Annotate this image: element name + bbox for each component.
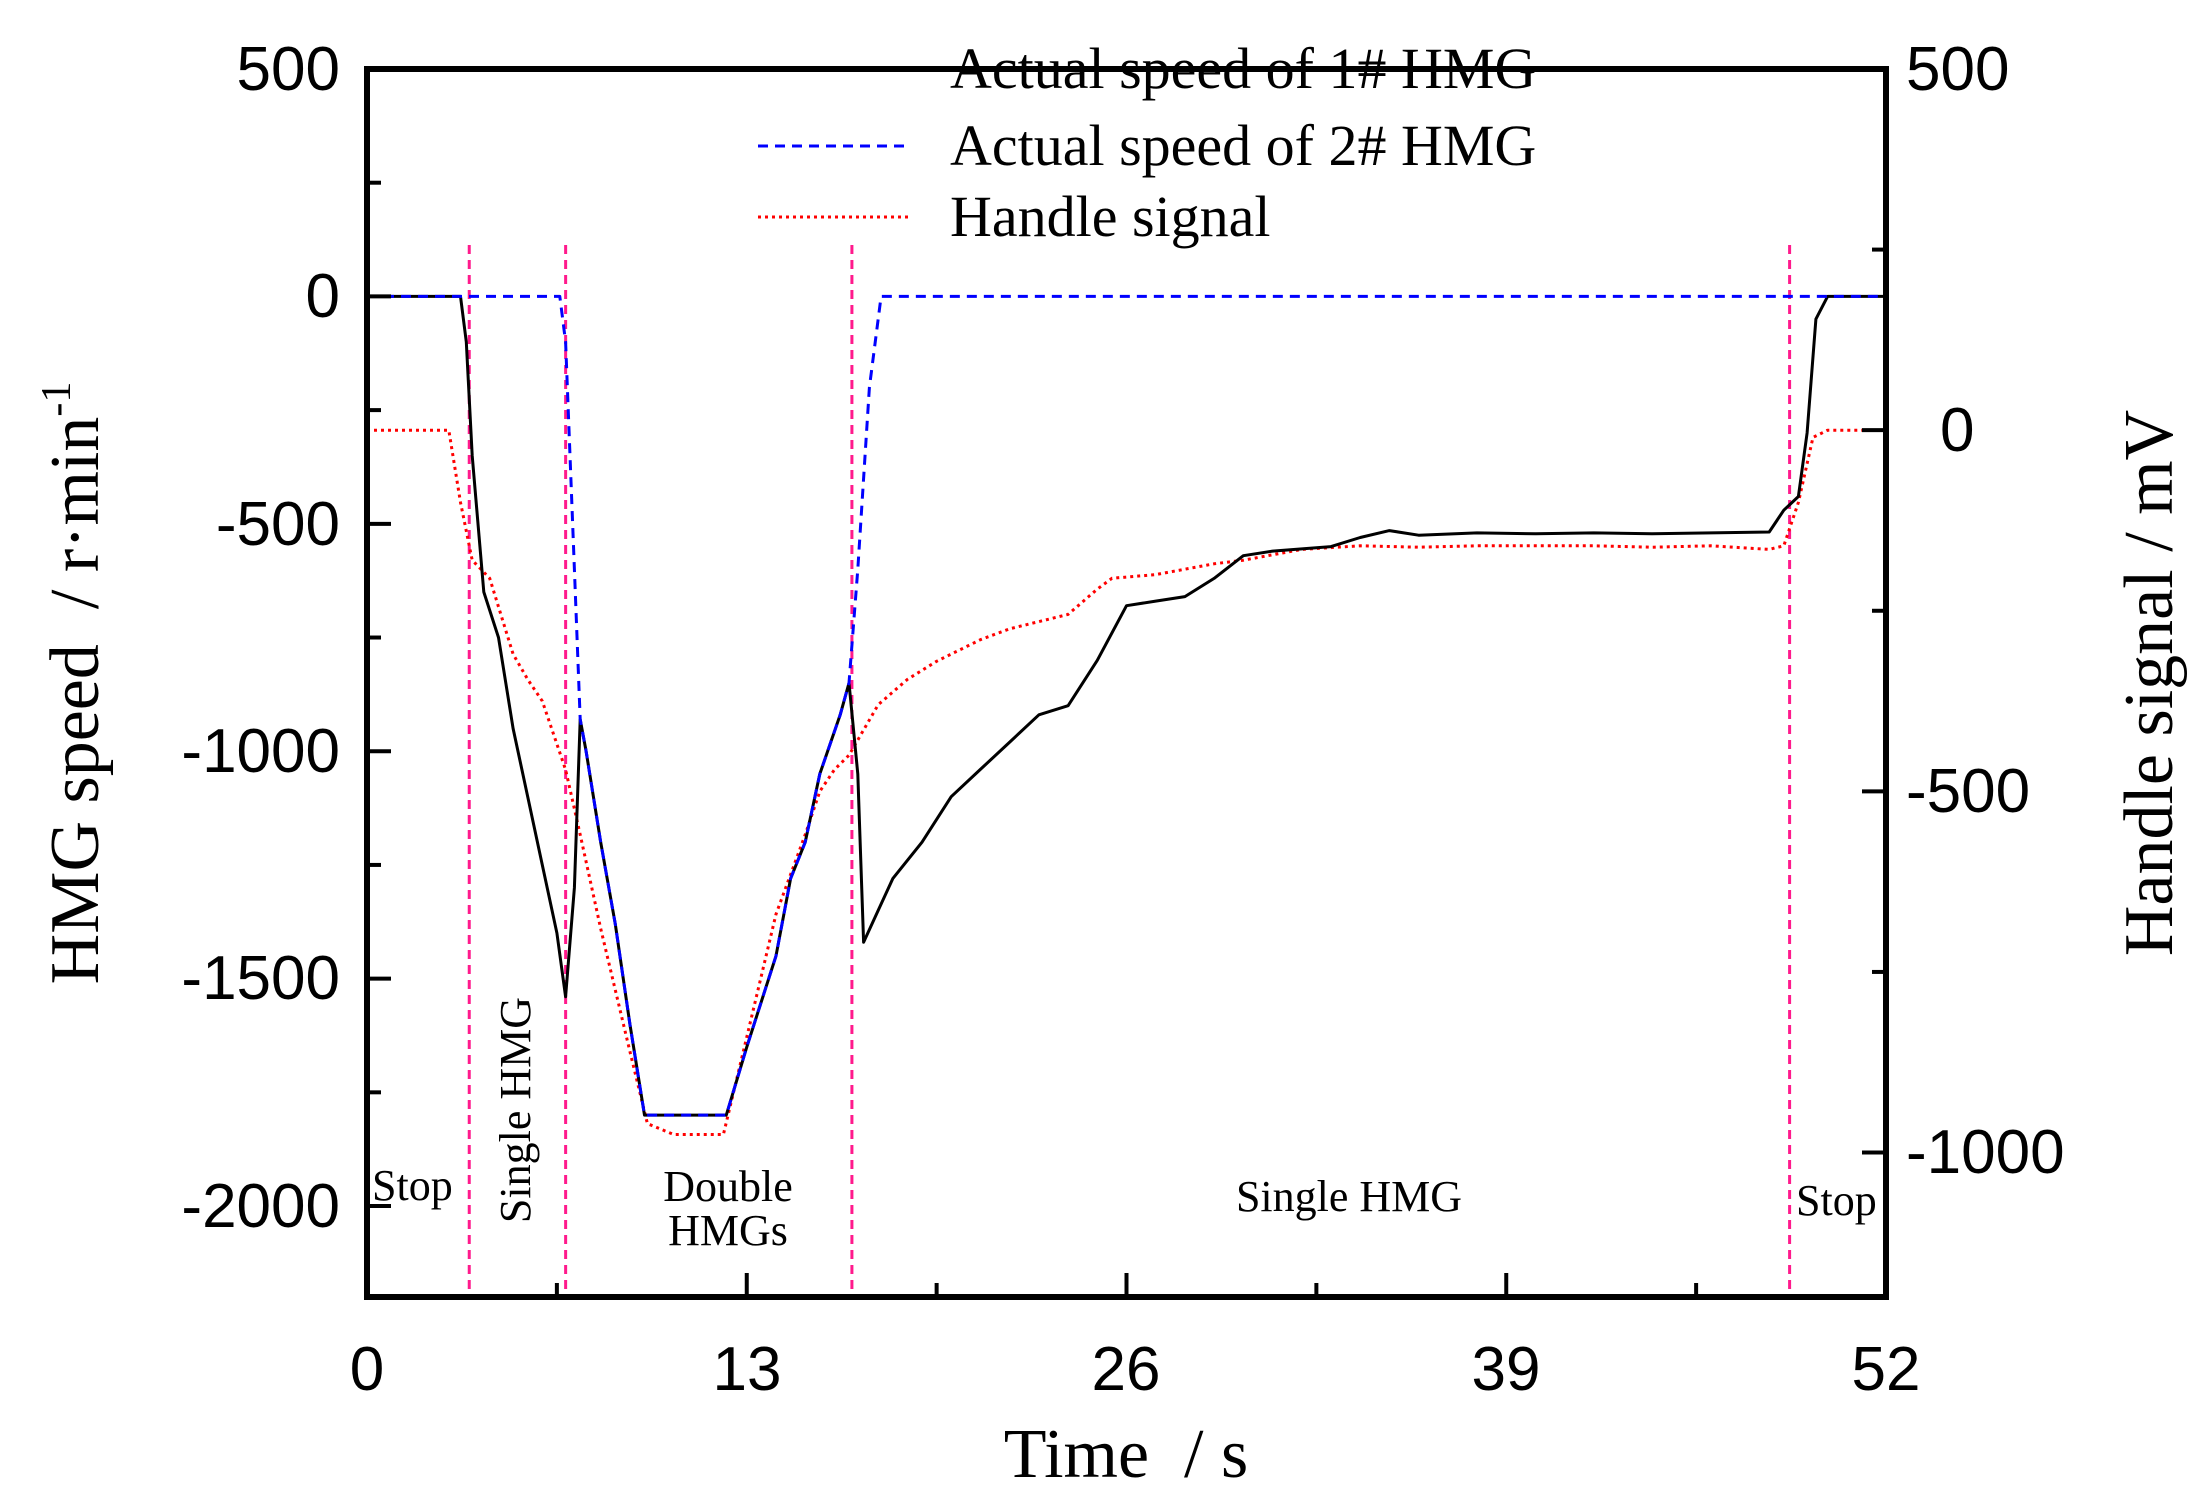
- phase-dividers: [467, 245, 1792, 1297]
- series-line-actual-speed-of-2-hmg: [367, 294, 1886, 1117]
- left-tick-label-minus500: -500: [216, 490, 340, 559]
- series-line-handle-signal: [367, 428, 1886, 1136]
- left-tick-label-minus2000: -2000: [181, 1172, 340, 1241]
- left-tick-label-500: 500: [237, 35, 340, 104]
- annotation-single-hmg-2: Single HMG: [1236, 1172, 1462, 1221]
- x-axis-title: Time / s: [1004, 1416, 1248, 1493]
- axis-ticks: [365, 67, 1888, 1297]
- right-tick-label-minus500: -500: [1906, 757, 2030, 826]
- right-tick-label-minus1000: -1000: [1906, 1118, 2065, 1187]
- y-left-axis-title-main: HMG speed / r·min: [37, 417, 114, 985]
- legend: Actual speed of 1# HMG Actual speed of 2…: [758, 36, 1536, 249]
- legend-label-handle: Handle signal: [950, 184, 1271, 249]
- y-right-axis-title: Handle signal / mV: [2111, 410, 2188, 956]
- annotation-double-hmgs: Double HMGs: [663, 1162, 793, 1255]
- x-tick-label-26: 26: [1092, 1335, 1161, 1404]
- annotation-single-hmg-1: Single HMG: [491, 997, 540, 1223]
- annotation-stop-end: Stop: [1796, 1176, 1877, 1225]
- right-tick-label-500: 500: [1906, 35, 2009, 104]
- x-tick-label-52: 52: [1852, 1335, 1921, 1404]
- left-tick-label-0: 0: [306, 262, 340, 331]
- x-tick-label-39: 39: [1472, 1335, 1541, 1404]
- legend-label-hmg2: Actual speed of 2# HMG: [950, 113, 1536, 178]
- right-tick-label-0: 0: [1940, 396, 1974, 465]
- left-tick-label-minus1000: -1000: [181, 717, 340, 786]
- annotation-stop-start: Stop: [372, 1161, 453, 1210]
- x-tick-label-0: 0: [350, 1335, 384, 1404]
- annotation-double-hmgs-line-0: Double: [663, 1162, 793, 1211]
- y-left-axis-title-sup: -1: [34, 382, 80, 417]
- legend-label-hmg1: Actual speed of 1# HMG: [950, 36, 1536, 101]
- left-tick-label-minus1500: -1500: [181, 944, 340, 1013]
- series-layer: [367, 294, 1886, 1136]
- y-left-axis-title: HMG speed / r·min-1: [34, 382, 114, 985]
- x-tick-label-13: 13: [713, 1335, 782, 1404]
- annotation-double-hmgs-line-1: HMGs: [668, 1206, 788, 1255]
- series-line-actual-speed-of-1-hmg: [367, 294, 1886, 1117]
